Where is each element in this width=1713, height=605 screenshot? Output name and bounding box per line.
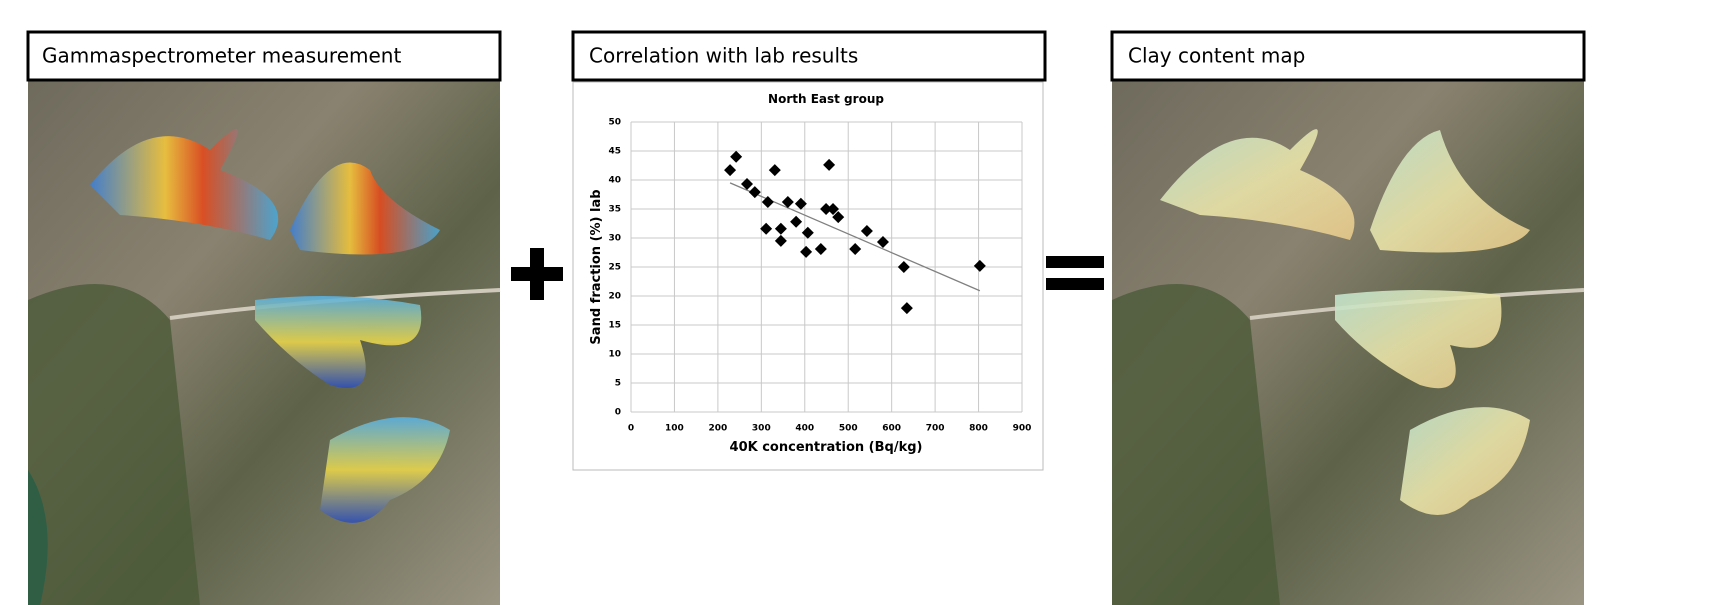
x-tick-label: 500 (839, 424, 858, 434)
equals-sign (1046, 256, 1104, 290)
data-point (832, 211, 845, 224)
data-point (774, 222, 787, 235)
data-point (724, 164, 737, 177)
data-point (760, 222, 773, 235)
x-tick-label: 700 (926, 424, 945, 434)
y-axis-label: Sand fraction (%) lab (589, 189, 604, 344)
y-tick-label: 0 (615, 408, 621, 418)
panel-title: Clay content map (1128, 44, 1305, 68)
x-tick-label: 600 (882, 424, 901, 434)
data-point (790, 215, 803, 228)
chart-title: North East group (768, 92, 884, 106)
y-tick-label: 10 (608, 350, 621, 360)
y-tick-label: 50 (608, 118, 621, 128)
data-point (827, 203, 840, 215)
x-tick-label: 400 (795, 424, 814, 434)
y-tick-label: 20 (608, 292, 621, 302)
x-tick-label: 300 (752, 424, 771, 434)
data-point (900, 302, 913, 315)
data-point (748, 186, 761, 199)
data-point (794, 197, 807, 210)
data-point (876, 236, 889, 249)
data-point (768, 164, 781, 177)
x-tick-label: 900 (1013, 424, 1032, 434)
x-tick-label: 100 (665, 424, 684, 434)
y-tick-label: 45 (608, 147, 621, 157)
data-point (800, 245, 813, 258)
data-point (849, 243, 862, 256)
x-tick-label: 200 (708, 424, 727, 434)
data-point (814, 243, 827, 256)
data-point (761, 196, 774, 209)
chart-box (572, 81, 1044, 471)
data-point (801, 226, 814, 239)
data-point (820, 203, 833, 215)
panel-title: Correlation with lab results (589, 44, 858, 68)
x-axis-label: 40K concentration (Bq/kg) (730, 440, 923, 455)
x-tick-label: 0 (628, 424, 634, 434)
x-tick-label: 800 (969, 424, 988, 434)
panel-title: Gammaspectrometer measurement (42, 44, 401, 68)
data-point (740, 178, 753, 191)
data-point (774, 234, 787, 247)
y-tick-label: 25 (608, 263, 621, 273)
clay-map: Clay content map (1110, 30, 1586, 605)
data-point (781, 196, 794, 209)
data-point (860, 225, 873, 238)
y-tick-label: 5 (615, 379, 621, 389)
y-tick-label: 30 (608, 234, 621, 244)
data-point (730, 150, 743, 163)
y-tick-label: 35 (608, 205, 621, 215)
data-point (823, 158, 836, 171)
data-point (897, 261, 910, 273)
plus-sign (511, 248, 563, 300)
gamma-map: Gammaspectrometer measurement (26, 30, 502, 605)
y-tick-label: 15 (608, 321, 621, 331)
y-tick-label: 40 (608, 176, 621, 186)
data-point (973, 259, 986, 272)
panel-title-box (571, 30, 1047, 82)
